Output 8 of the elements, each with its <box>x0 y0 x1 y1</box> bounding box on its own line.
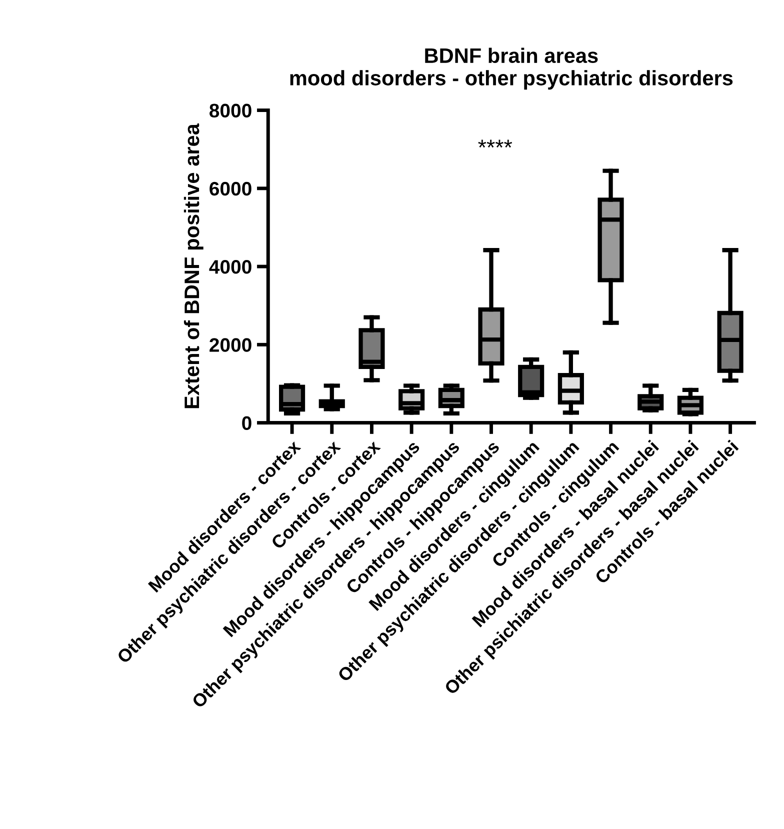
y-tick-label: 2000 <box>210 338 252 352</box>
chart-title: BDNF brain areas mood disorders - other psychiatric disorders <box>290 48 733 90</box>
y-tick-label: 0 <box>242 416 252 430</box>
y-axis-title: Extent of BDNF positive area <box>184 123 204 408</box>
y-tick-label: 4000 <box>209 260 252 274</box>
annotation: **** <box>478 140 512 148</box>
y-tick-label: 8000 <box>210 104 252 118</box>
y-tick-label: 6000 <box>210 182 252 196</box>
